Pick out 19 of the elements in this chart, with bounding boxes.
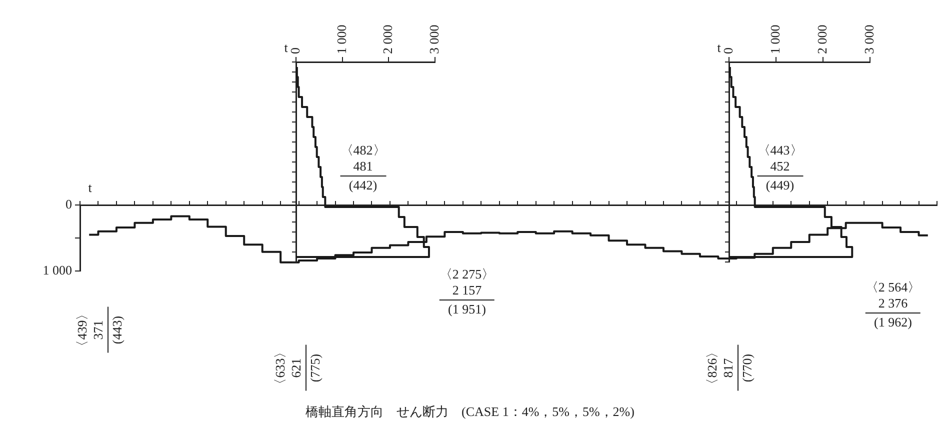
y-axis-title: t (88, 180, 92, 196)
x-axis-title: t (284, 40, 288, 56)
x-tick-label: 3 000 (426, 24, 442, 54)
x-tick-label: 1 000 (334, 24, 349, 54)
annotation: 〈443〉 452 (449) (757, 142, 803, 194)
text: 〈2 564〉 2 376 (1 962) (865, 280, 921, 330)
x-tick-label: 0 (287, 48, 302, 54)
x-tick-label: 0 (720, 48, 736, 54)
x-tick-label: 1 000 (767, 24, 782, 54)
text: 〈439〉 371 (443) (74, 307, 126, 353)
text: 橋軸直角方向 せん断力 (CASE 1：4%，5%，5%，2%) (306, 403, 634, 421)
x-axis-title: t (717, 40, 721, 56)
x-tick-label: 3 000 (861, 24, 876, 54)
x-tick-label: 2 000 (380, 24, 396, 54)
text: 〈633〉 621 (775) (272, 345, 324, 391)
annotation: 〈482〉 481 (442) (340, 142, 386, 194)
annotation: 〈2 275〉 2 157 (1 951) (439, 266, 495, 318)
x-tick-label: 2 000 (814, 24, 830, 54)
text: 〈826〉 817 (770) (704, 345, 756, 391)
